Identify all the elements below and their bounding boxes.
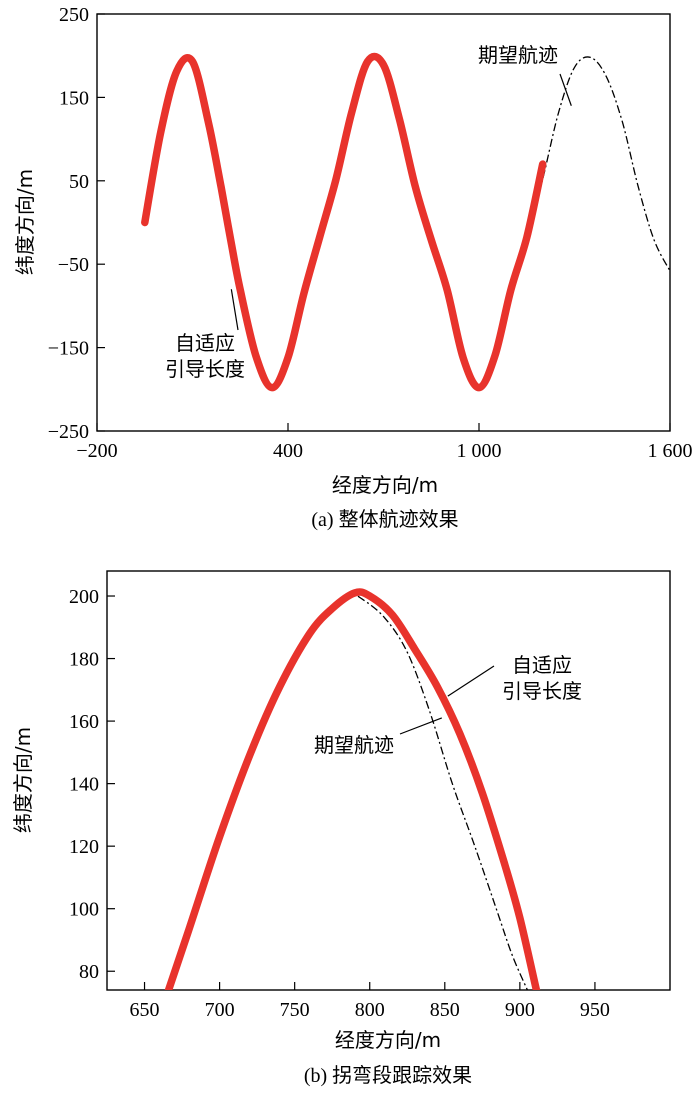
- chart-a-plot-frame: [96, 13, 671, 432]
- chart-b-ylabel: 纬度方向/m: [11, 727, 35, 833]
- b-xtick-label: 750: [280, 999, 310, 1021]
- a-xtick-label: −200: [76, 440, 117, 462]
- a-ytick-label: −150: [48, 338, 89, 360]
- a-ytick-label: −250: [48, 421, 89, 443]
- chart-b-plot-frame: [106, 570, 671, 991]
- b-annotation-text: 引导长度: [502, 679, 582, 703]
- b-xtick-label: 850: [430, 999, 460, 1021]
- chart-b-xlabel: 经度方向/m: [335, 1028, 441, 1052]
- b-annotation-leader: [447, 665, 495, 697]
- chart-b: 650 700 750 800 850 900 950 80 100 120 140 160 180 2…: [11, 570, 671, 1087]
- b-ytick-label: 100: [69, 899, 99, 921]
- b-annotation-leader: [399, 717, 443, 735]
- b-annotation-text: 期望航迹: [314, 733, 394, 757]
- a-ytick-label: 50: [69, 171, 89, 193]
- b-ytick-label: 140: [69, 774, 99, 796]
- chart-a-ylabel: 纬度方向/m: [13, 169, 37, 275]
- b-xtick-label: 800: [355, 999, 385, 1021]
- a-ytick-label: 150: [59, 87, 89, 109]
- chart-a-adaptive-track-line: [141, 52, 547, 392]
- chart-b-adaptive-track-line: [164, 588, 541, 990]
- a-xtick-label: 1 000: [457, 440, 502, 462]
- b-ytick-label: 120: [69, 836, 99, 858]
- b-ytick-label: 160: [69, 711, 99, 733]
- chart-b-caption: (b) 拐弯段跟踪效果: [304, 1064, 472, 1087]
- a-annotation-text: 期望航迹: [478, 43, 558, 67]
- a-annotation-leader: [230, 289, 239, 331]
- a-annotation-text: 引导长度: [165, 357, 245, 381]
- b-xtick-label: 900: [505, 999, 535, 1021]
- a-ytick-label: −50: [58, 254, 89, 276]
- b-xtick-label: 650: [130, 999, 160, 1021]
- b-xtick-label: 950: [580, 999, 610, 1021]
- b-ytick-label: 200: [69, 586, 99, 608]
- a-ytick-label: 250: [59, 4, 89, 26]
- chart-b-desired-track-line: [167, 594, 528, 990]
- chart-a: −200 400 1 000 1 600 −250 −150 −50 50 150 250 期望…: [13, 4, 693, 531]
- b-ytick-label: 80: [79, 961, 99, 983]
- chart-a-caption: (a) 整体航迹效果: [311, 508, 458, 531]
- a-xtick-label: 1 600: [648, 440, 693, 462]
- chart-a-xlabel: 经度方向/m: [332, 473, 438, 497]
- b-ytick-label: 180: [69, 649, 99, 671]
- a-xtick-label: 400: [273, 440, 303, 462]
- a-annotation-leader: [559, 73, 572, 106]
- b-xtick-label: 700: [205, 999, 235, 1021]
- a-annotation-text: 自适应: [175, 331, 235, 355]
- b-annotation-text: 自适应: [512, 653, 572, 677]
